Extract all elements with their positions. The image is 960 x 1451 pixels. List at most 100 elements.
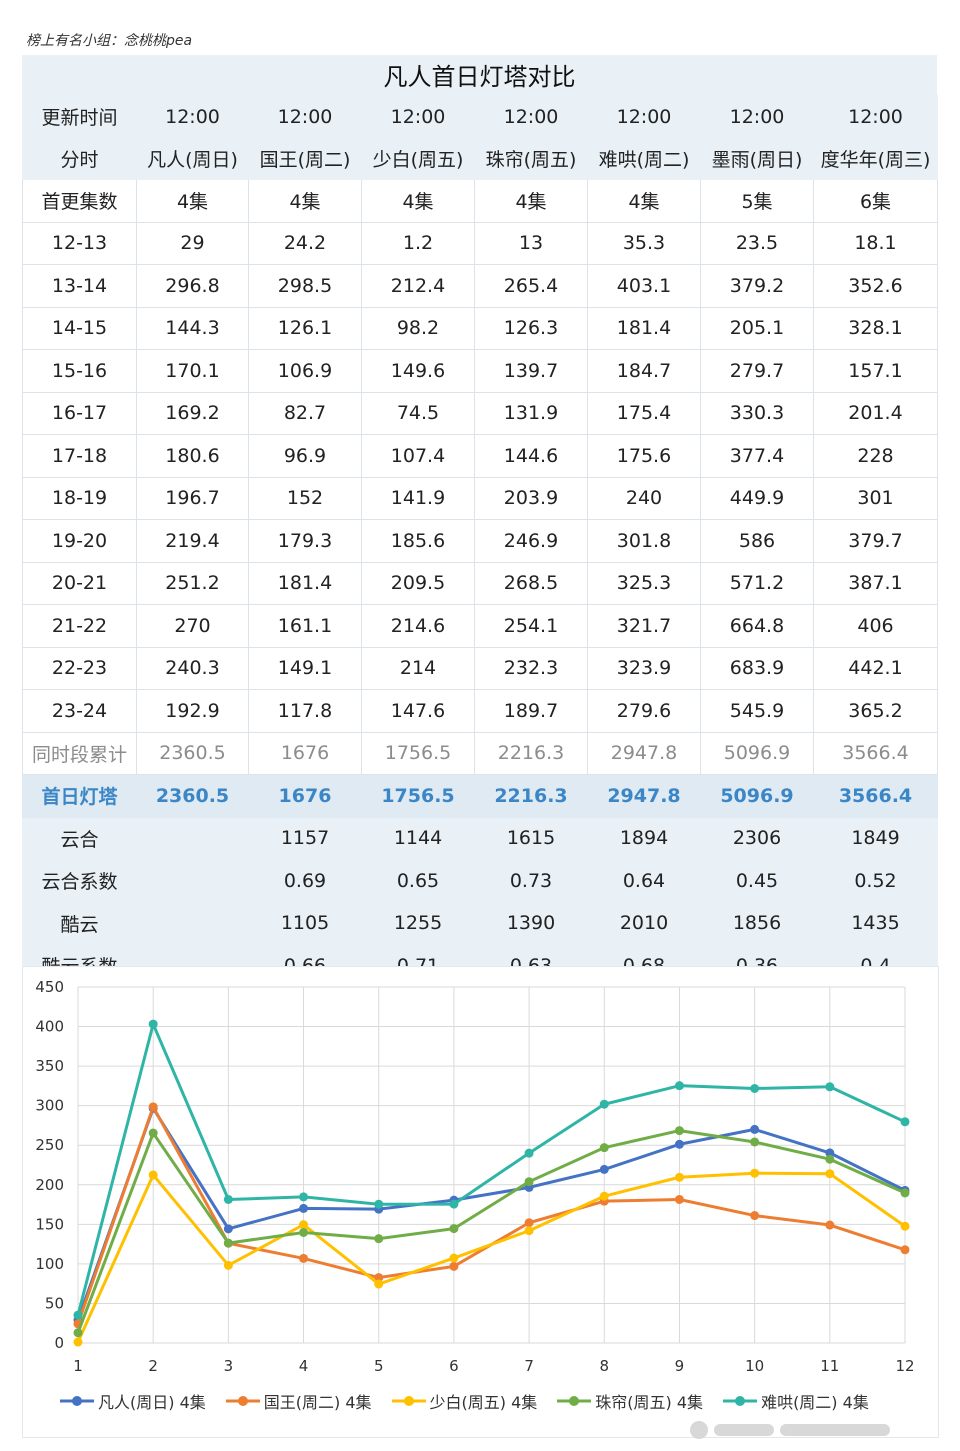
table-cell: 12:00	[136, 95, 249, 138]
y-tick-label: 300	[35, 1097, 64, 1115]
table-cell: 3566.4	[813, 731, 938, 775]
data-point	[223, 1238, 233, 1248]
table-cell: 12:00	[361, 95, 475, 138]
table-cell: 4集	[587, 179, 701, 223]
table-cell: 0.65	[361, 859, 475, 903]
table-cell: 149.1	[248, 646, 362, 690]
series-line	[76, 1129, 906, 1334]
data-point	[148, 1128, 158, 1138]
data-point	[148, 1102, 158, 1112]
line-chart-panel: 0 50 100 150 200 250 300 350 400 450 1 2 3 4 5 6 7 8 9 10 11…	[22, 966, 939, 1438]
data-point	[599, 1164, 609, 1174]
table-cell: 106.9	[248, 349, 362, 393]
table-cell: 196.7	[136, 476, 249, 520]
show-name-row: 分时 凡人(周日) 国王(周二) 少白(周五) 珠帘(周五) 难哄(周二) 墨雨(周日) 度华…	[22, 137, 938, 180]
table-cell: 175.6	[587, 434, 701, 478]
row-label: 酷云	[22, 901, 137, 945]
table-cell: 149.6	[361, 349, 475, 393]
watermark	[690, 1415, 940, 1445]
table-cell: 144.6	[474, 434, 588, 478]
table-cell: 墨雨(周日)	[700, 137, 814, 180]
data-point	[524, 1177, 534, 1187]
table-cell: 13	[474, 221, 588, 265]
y-tick-label: 350	[35, 1057, 64, 1075]
table-cell: 209.5	[361, 561, 475, 605]
x-tick-label: 7	[524, 1357, 534, 1375]
y-tick-label: 200	[35, 1176, 64, 1194]
table-cell: 2360.5	[136, 774, 249, 818]
row-label: 同时段累计	[22, 731, 137, 775]
table-cell: 240	[587, 476, 701, 520]
data-point	[524, 1148, 534, 1158]
hour-row: 12-13 29 24.2 1.2 13 35.3 23.5 18.1	[22, 221, 938, 265]
data-point	[374, 1273, 384, 1283]
table-cell: 1676	[248, 774, 362, 818]
table-cell: 0.69	[248, 859, 362, 903]
table-cell: 268.5	[474, 561, 588, 605]
legend-swatch	[60, 1391, 94, 1411]
table-cell: 6集	[813, 179, 938, 223]
table-cell: 131.9	[474, 391, 588, 435]
table-cell: 170.1	[136, 349, 249, 393]
table-cell: 珠帘(周五)	[474, 137, 588, 180]
table-cell: 141.9	[361, 476, 475, 520]
table-cell: 126.3	[474, 306, 588, 350]
hour-row: 14-15 144.3 126.1 98.2 126.3 181.4 205.1 328.1	[22, 306, 938, 350]
data-point	[674, 1194, 684, 1204]
table-cell: 0.64	[587, 859, 701, 903]
table-cell: 度华年(周三)	[813, 137, 938, 180]
episodes-row: 首更集数 4集 4集 4集 4集 4集 5集 6集	[22, 179, 938, 223]
legend-swatch	[723, 1391, 758, 1411]
table-cell: 国王(周二)	[248, 137, 362, 180]
table-cell: 2947.8	[587, 731, 701, 775]
table-cell: 664.8	[700, 604, 814, 648]
data-point	[524, 1218, 534, 1228]
legend-item: 难哄(周二) 4集	[723, 1389, 869, 1413]
table-cell: 147.6	[361, 689, 475, 733]
table-cell: 161.1	[248, 604, 362, 648]
table-cell: 296.8	[136, 264, 249, 308]
data-point	[299, 1253, 309, 1263]
series-line	[76, 1106, 906, 1321]
platform-row: 云合系数 0.69 0.65 0.73 0.64 0.45 0.52	[22, 859, 938, 903]
table-cell: 321.7	[587, 604, 701, 648]
table-cell: 2360.5	[136, 731, 249, 775]
table-cell: 189.7	[474, 689, 588, 733]
table-cell: 265.4	[474, 264, 588, 308]
data-point	[524, 1226, 534, 1236]
table-cell	[136, 859, 249, 903]
table-cell: 少白(周五)	[361, 137, 475, 180]
series-line	[76, 1022, 906, 1316]
table-cell: 29	[136, 221, 249, 265]
table-cell: 251.2	[136, 561, 249, 605]
legend-swatch	[225, 1391, 260, 1411]
platform-row: 云合 1157 1144 1615 1894 2306 1849	[22, 816, 938, 860]
table-cell: 365.2	[813, 689, 938, 733]
data-point	[299, 1203, 309, 1213]
table-cell: 279.6	[587, 689, 701, 733]
data-point	[750, 1124, 760, 1134]
table-cell: 301	[813, 476, 938, 520]
y-tick-label: 150	[35, 1215, 64, 1233]
table-cell: 201.4	[813, 391, 938, 435]
legend-swatch	[391, 1391, 426, 1411]
table-cell: 184.7	[587, 349, 701, 393]
row-label: 首更集数	[22, 179, 137, 223]
x-tick-label: 5	[374, 1357, 384, 1375]
legend-item: 国王(周二) 4集	[225, 1389, 372, 1413]
table-cell: 74.5	[361, 391, 475, 435]
table-cell: 35.3	[587, 221, 701, 265]
update-time-row: 更新时间 12:00 12:00 12:00 12:00 12:00 12:00 12:00	[22, 95, 938, 138]
table-cell: 2216.3	[474, 774, 588, 818]
row-label: 17-18	[22, 434, 137, 478]
table-cell: 352.6	[813, 264, 938, 308]
table-cell: 175.4	[587, 391, 701, 435]
row-label: 分时	[22, 137, 137, 180]
data-point	[223, 1194, 233, 1204]
table-cell: 3566.4	[813, 774, 938, 818]
legend-swatch	[557, 1391, 592, 1411]
table-cell: 545.9	[700, 689, 814, 733]
data-point	[900, 1221, 910, 1231]
data-point	[374, 1279, 384, 1289]
legend-item: 珠帘(周五) 4集	[557, 1389, 703, 1413]
